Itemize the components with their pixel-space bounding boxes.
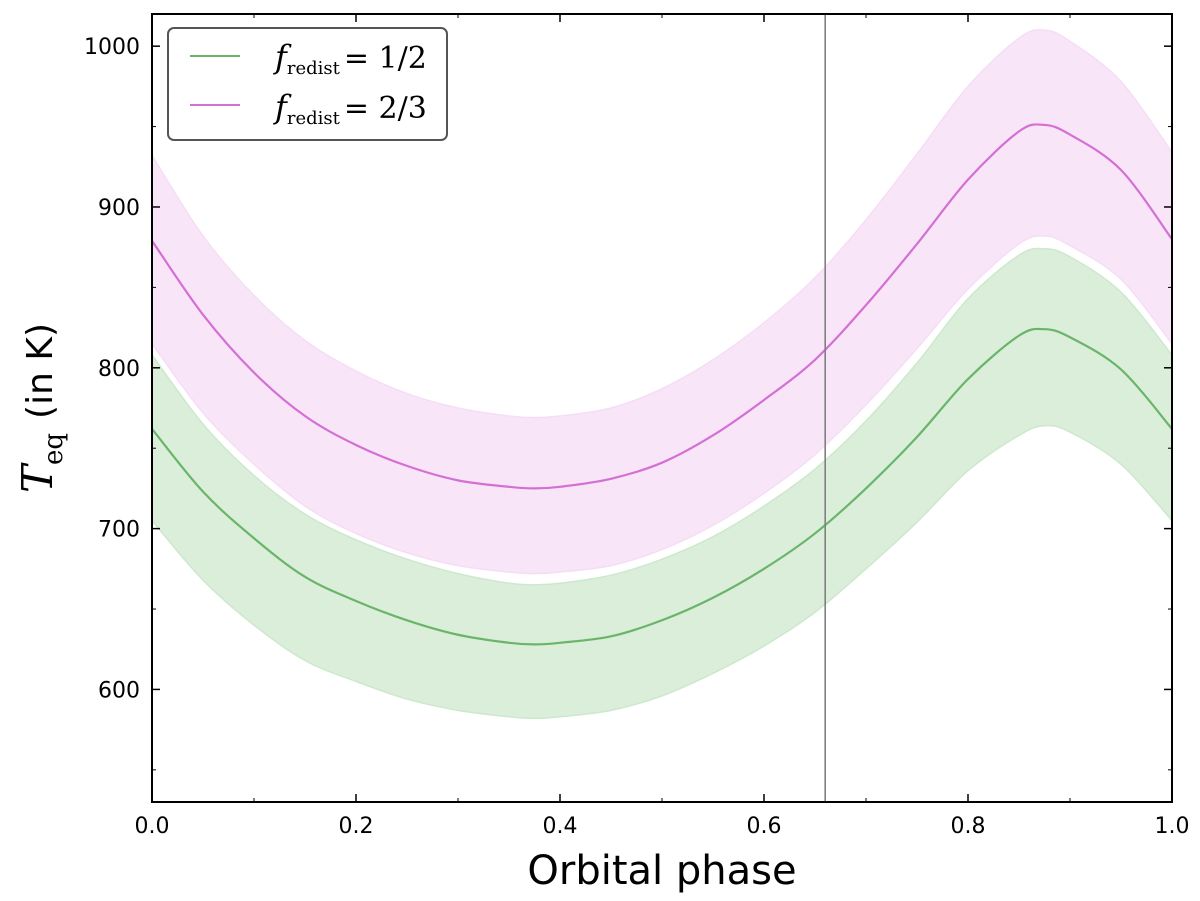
line-redist-half [152,327,1172,646]
x-tick-label: 0.2 [339,814,374,839]
y-axis-label: Teq (in K) [13,323,69,493]
axis-ticks: 0.0 0.2 0.4 0.6 0.8 1.0 600 700 800 900 1000 [84,14,1190,839]
x-tick-label: 0.8 [951,814,986,839]
y-tick-label: 900 [98,196,140,221]
legend: fredist = 1/2 fredist = 2/3 [167,27,448,141]
y-axis-label-suffix: (in K) [20,323,61,419]
y-tick-label: 800 [98,357,140,382]
y-tick-label: 600 [98,678,140,703]
x-tick-label: 0.0 [135,814,170,839]
y-tick-label: 700 [98,518,140,543]
x-tick-label: 0.6 [747,814,782,839]
band-redist-half [152,247,1172,720]
y-axis-label-symbol: T [13,462,62,493]
y-tick-label: 1000 [84,35,140,60]
x-axis-label: Orbital phase [527,848,796,894]
y-axis-label-subscript: eq [39,433,69,465]
line-redist-twothirds [152,123,1172,490]
plot-area [152,14,1172,802]
svg-text:Teq(in K): Teq (in K) [13,323,69,493]
x-tick-label: 1.0 [1155,814,1190,839]
x-tick-label: 0.4 [543,814,578,839]
